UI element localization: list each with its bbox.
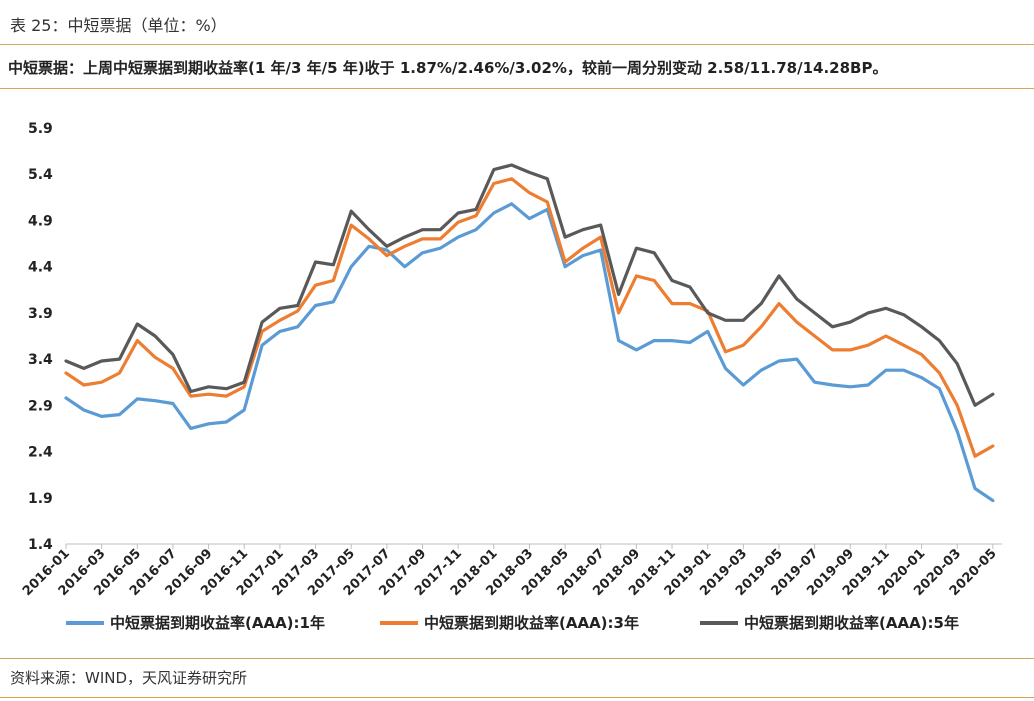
legend-label-1y: 中短票据到期收益率(AAA):1年 [110,614,325,632]
series-line-1y [64,202,995,503]
series-line-3y [64,177,995,458]
y-tick-label: 2.4 [28,445,53,461]
source-rule [0,658,1034,659]
legend-item-3y: 中短票据到期收益率(AAA):3年 [380,612,639,633]
y-tick-label: 2.9 [28,398,53,414]
legend-label-3y: 中短票据到期收益率(AAA):3年 [424,614,639,632]
y-tick-label: 3.9 [28,306,53,322]
y-tick-label: 1.9 [28,491,53,507]
summary-text: 中短票据：上周中短票据到期收益率(1 年/3 年/5 年)收于 1.87%/2.… [8,59,888,77]
chart-title: 表 25：中短票据（单位：%） [10,16,227,35]
legend: 中短票据到期收益率(AAA):1年 中短票据到期收益率(AAA):3年 中短票据… [0,612,1034,636]
legend-item-5y: 中短票据到期收益率(AAA):5年 [700,612,959,633]
legend-swatch-3y [380,620,418,625]
title-rule-top [0,44,1034,45]
legend-swatch-1y [66,620,104,625]
y-tick-label: 5.4 [28,167,53,183]
source-text: 资料来源：WIND，天风证券研究所 [10,669,248,687]
legend-label-5y: 中短票据到期收益率(AAA):5年 [744,614,959,632]
y-tick-label: 4.9 [28,213,53,229]
legend-item-1y: 中短票据到期收益率(AAA):1年 [66,612,325,633]
y-tick-label: 5.9 [28,121,53,137]
line-chart: 1.41.92.42.93.43.94.44.95.45.92016-01201… [20,121,1002,599]
source-rule-bottom [0,697,1034,698]
y-tick-label: 3.4 [28,352,53,368]
legend-swatch-5y [700,620,738,625]
y-tick-label: 4.4 [28,260,53,276]
summary-rule [0,88,1034,89]
series-line-5y [64,163,995,407]
y-tick-label: 1.4 [28,537,53,553]
